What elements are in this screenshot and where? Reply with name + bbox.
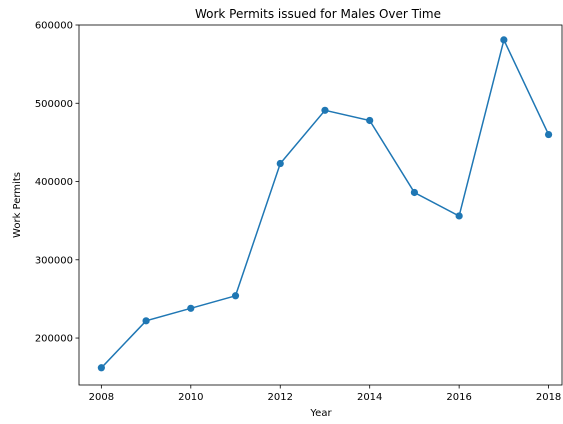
plot-frame: [78, 24, 563, 386]
data-point: [276, 159, 284, 168]
y-tick-label: 200000: [35, 334, 73, 345]
y-tick-label: 300000: [35, 255, 73, 266]
y-axis-ticks: 200000 300000 400000 500000 600000: [35, 21, 79, 345]
x-tick-label: 2010: [178, 392, 203, 403]
data-point: [455, 212, 463, 220]
x-tick-label: 2016: [446, 392, 471, 403]
x-tick-label: 2014: [357, 392, 382, 403]
x-tick-label: 2018: [536, 392, 561, 403]
y-tick-label: 500000: [35, 99, 73, 110]
x-axis-ticks: 2008 2010 2012 2014 2016 2018: [89, 385, 561, 403]
chart-title: Work Permits issued for Males Over Time: [195, 7, 441, 21]
data-point: [231, 292, 240, 300]
data-point: [410, 188, 419, 197]
plot-area: 2008 2010 2012 2014 2016 2018 200000 300000 400…: [35, 21, 563, 403]
x-tick-label: 2012: [268, 392, 293, 403]
series-line: [100, 37, 550, 369]
data-point: [142, 317, 150, 325]
y-tick-label: 400000: [35, 177, 73, 188]
x-axis-label: Year: [309, 408, 332, 419]
data-point: [97, 364, 105, 372]
data-point: [500, 36, 508, 44]
x-tick-label: 2008: [89, 392, 114, 403]
y-tick-label: 600000: [35, 21, 73, 32]
data-point: [366, 116, 374, 125]
y-axis-label: Work Permits: [12, 172, 23, 238]
data-point: [544, 130, 553, 139]
data-point: [187, 304, 195, 312]
series-points: [97, 36, 553, 372]
data-point: [321, 106, 329, 114]
